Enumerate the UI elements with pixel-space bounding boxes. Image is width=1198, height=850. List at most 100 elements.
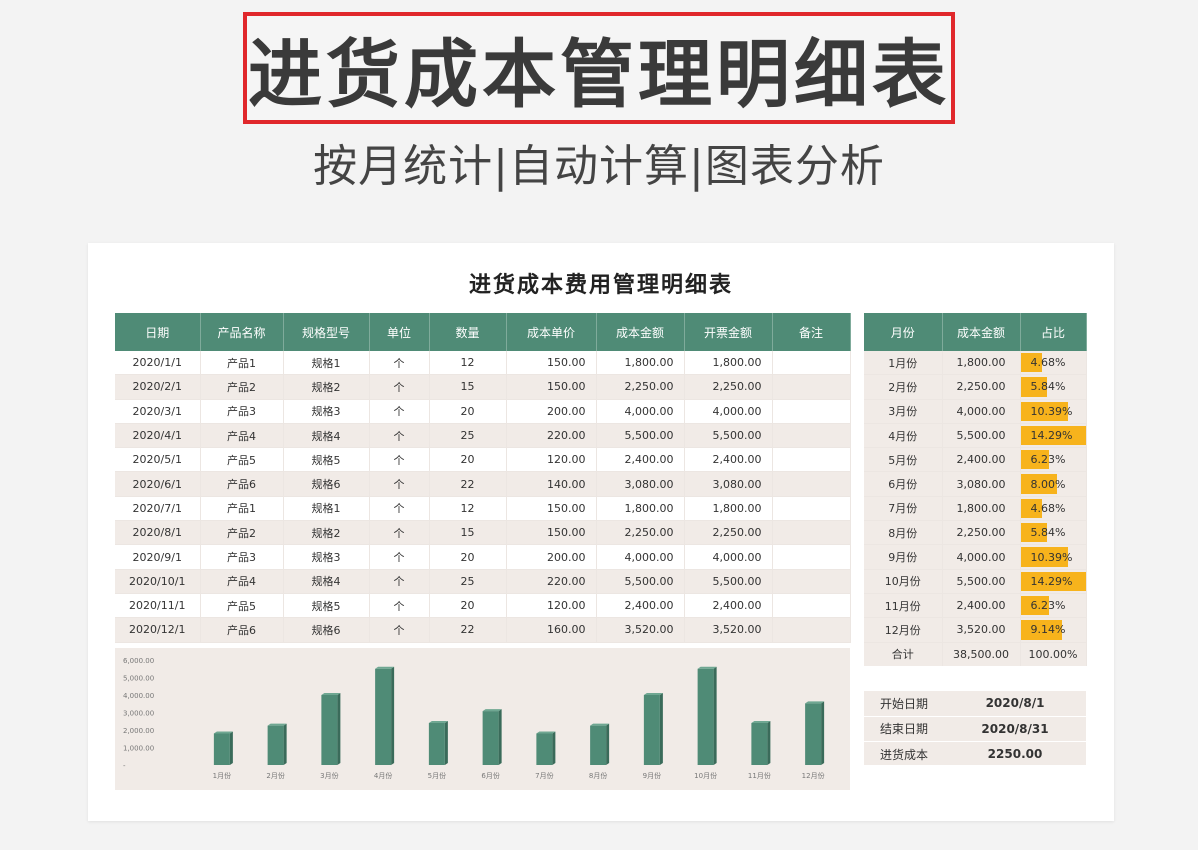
summary-month-cell[interactable]: 8月份 <box>864 520 943 546</box>
start-date-value[interactable]: 2020/8/1 <box>985 696 1045 711</box>
table-cell[interactable]: 产品3 <box>200 399 284 424</box>
table-cell[interactable] <box>772 471 851 497</box>
table-cell[interactable]: 150.00 <box>506 496 597 522</box>
table-cell[interactable]: 产品4 <box>200 569 284 594</box>
column-header[interactable]: 数量 <box>429 313 507 351</box>
summary-amount-cell[interactable]: 2,250.00 <box>942 374 1021 400</box>
table-cell[interactable]: 3,520.00 <box>684 617 773 643</box>
table-cell[interactable]: 2,400.00 <box>596 593 685 619</box>
table-cell[interactable]: 个 <box>369 617 430 643</box>
table-cell[interactable]: 2020/8/1 <box>115 520 201 546</box>
summary-column-header[interactable]: 占比 <box>1020 313 1087 351</box>
table-cell[interactable]: 4,000.00 <box>596 544 685 570</box>
end-date-value[interactable]: 2020/8/31 <box>981 721 1049 736</box>
table-cell[interactable]: 产品1 <box>200 496 284 522</box>
table-cell[interactable] <box>772 593 851 619</box>
table-cell[interactable]: 150.00 <box>506 520 597 546</box>
table-cell[interactable]: 个 <box>369 351 430 376</box>
table-cell[interactable]: 5,500.00 <box>596 423 685 449</box>
chart-bar[interactable] <box>482 709 502 765</box>
column-header[interactable]: 规格型号 <box>283 313 370 351</box>
table-cell[interactable]: 规格3 <box>283 399 370 424</box>
summary-amount-cell[interactable]: 3,520.00 <box>942 617 1021 643</box>
table-cell[interactable]: 220.00 <box>506 569 597 594</box>
table-cell[interactable] <box>772 351 851 376</box>
table-cell[interactable] <box>772 520 851 546</box>
table-cell[interactable] <box>772 374 851 400</box>
table-cell[interactable]: 个 <box>369 374 430 400</box>
table-cell[interactable]: 个 <box>369 471 430 497</box>
summary-month-cell[interactable]: 5月份 <box>864 447 943 473</box>
table-cell[interactable]: 2020/9/1 <box>115 544 201 570</box>
table-cell[interactable]: 规格5 <box>283 447 370 473</box>
table-cell[interactable]: 规格5 <box>283 593 370 619</box>
chart-bar[interactable] <box>267 723 287 765</box>
table-cell[interactable]: 20 <box>429 544 507 570</box>
table-cell[interactable]: 2020/3/1 <box>115 399 201 424</box>
table-cell[interactable]: 2020/7/1 <box>115 496 201 522</box>
table-cell[interactable]: 产品6 <box>200 617 284 643</box>
table-cell[interactable] <box>772 569 851 594</box>
table-cell[interactable]: 2020/10/1 <box>115 569 201 594</box>
table-cell[interactable]: 2,250.00 <box>596 374 685 400</box>
summary-pct-cell[interactable]: 6.23% <box>1020 593 1087 619</box>
table-cell[interactable]: 规格4 <box>283 423 370 449</box>
table-cell[interactable]: 120.00 <box>506 447 597 473</box>
table-cell[interactable]: 2020/12/1 <box>115 617 201 643</box>
summary-month-cell[interactable]: 11月份 <box>864 593 943 619</box>
summary-amount-cell[interactable]: 3,080.00 <box>942 471 1021 497</box>
table-cell[interactable]: 200.00 <box>506 544 597 570</box>
summary-pct-cell[interactable]: 5.84% <box>1020 520 1087 546</box>
summary-pct-cell[interactable]: 4.68% <box>1020 351 1087 376</box>
table-cell[interactable]: 规格3 <box>283 544 370 570</box>
chart-bar[interactable] <box>643 693 663 765</box>
column-header[interactable]: 产品名称 <box>200 313 284 351</box>
table-cell[interactable]: 产品2 <box>200 520 284 546</box>
table-cell[interactable]: 规格6 <box>283 471 370 497</box>
table-cell[interactable]: 个 <box>369 423 430 449</box>
column-header[interactable]: 成本单价 <box>506 313 597 351</box>
table-cell[interactable] <box>772 447 851 473</box>
summary-month-cell[interactable]: 3月份 <box>864 399 943 424</box>
table-cell[interactable]: 规格2 <box>283 374 370 400</box>
table-cell[interactable]: 160.00 <box>506 617 597 643</box>
summary-pct-cell[interactable]: 5.84% <box>1020 374 1087 400</box>
table-cell[interactable]: 产品6 <box>200 471 284 497</box>
table-cell[interactable]: 20 <box>429 399 507 424</box>
summary-column-header[interactable]: 月份 <box>864 313 943 351</box>
summary-amount-cell[interactable]: 2,400.00 <box>942 593 1021 619</box>
table-cell[interactable]: 3,520.00 <box>596 617 685 643</box>
table-cell[interactable]: 1,800.00 <box>684 351 773 376</box>
table-cell[interactable]: 规格4 <box>283 569 370 594</box>
summary-pct-cell[interactable]: 14.29% <box>1020 569 1087 594</box>
table-cell[interactable]: 22 <box>429 617 507 643</box>
table-cell[interactable]: 产品2 <box>200 374 284 400</box>
table-cell[interactable]: 个 <box>369 520 430 546</box>
summary-month-cell[interactable]: 1月份 <box>864 351 943 376</box>
table-cell[interactable]: 15 <box>429 374 507 400</box>
table-cell[interactable]: 20 <box>429 447 507 473</box>
table-cell[interactable]: 个 <box>369 496 430 522</box>
summary-amount-cell[interactable]: 5,500.00 <box>942 569 1021 594</box>
table-cell[interactable] <box>772 544 851 570</box>
table-cell[interactable] <box>772 399 851 424</box>
table-cell[interactable]: 200.00 <box>506 399 597 424</box>
table-cell[interactable]: 5,500.00 <box>684 569 773 594</box>
table-cell[interactable]: 2020/5/1 <box>115 447 201 473</box>
table-cell[interactable]: 1,800.00 <box>684 496 773 522</box>
total-label-cell[interactable]: 合计 <box>864 642 943 666</box>
table-cell[interactable]: 个 <box>369 447 430 473</box>
table-cell[interactable]: 2,400.00 <box>684 447 773 473</box>
table-cell[interactable]: 2020/1/1 <box>115 351 201 376</box>
summary-pct-cell[interactable]: 10.39% <box>1020 544 1087 570</box>
table-cell[interactable] <box>772 496 851 522</box>
table-cell[interactable]: 规格6 <box>283 617 370 643</box>
summary-pct-cell[interactable]: 4.68% <box>1020 496 1087 522</box>
summary-month-cell[interactable]: 2月份 <box>864 374 943 400</box>
table-cell[interactable]: 2020/6/1 <box>115 471 201 497</box>
table-cell[interactable]: 2020/2/1 <box>115 374 201 400</box>
table-cell[interactable]: 150.00 <box>506 351 597 376</box>
table-cell[interactable]: 5,500.00 <box>596 569 685 594</box>
table-cell[interactable]: 3,080.00 <box>684 471 773 497</box>
summary-pct-cell[interactable]: 6.23% <box>1020 447 1087 473</box>
